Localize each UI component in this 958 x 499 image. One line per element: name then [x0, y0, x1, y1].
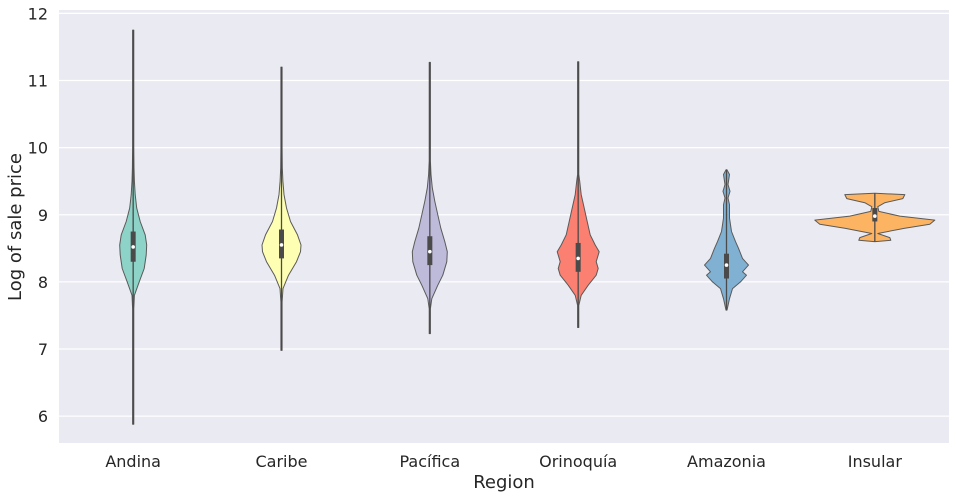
- x-tick-label: Orinoquía: [539, 452, 617, 471]
- y-tick-label: 12: [28, 4, 48, 23]
- violins: [119, 29, 936, 425]
- y-tick-label: 8: [38, 273, 48, 292]
- y-tick-label: 6: [38, 407, 48, 426]
- x-tick-labels: Andina Caribe Pacífica Orinoquía Amazonia Ins…: [105, 452, 902, 471]
- y-tick-labels: 6 7 8 9 10 11 12: [28, 4, 48, 426]
- y-tick-label: 10: [28, 139, 48, 158]
- x-tick-label: Insular: [848, 452, 903, 471]
- y-axis-title: Log of sale price: [5, 153, 26, 301]
- violin-2: [261, 66, 302, 351]
- x-tick-label: Amazonia: [687, 452, 766, 471]
- y-tick-label: 11: [28, 71, 48, 90]
- y-tick-label: 9: [38, 206, 48, 225]
- grid-lines: [59, 12, 949, 417]
- violin-1: [119, 29, 148, 425]
- violin-median: [279, 243, 284, 247]
- violin-median: [724, 263, 729, 267]
- x-axis-title: Region: [473, 472, 535, 493]
- violin-median: [428, 249, 432, 254]
- violin-3: [411, 61, 448, 335]
- x-tick-label: Caribe: [256, 452, 308, 471]
- x-tick-label: Pacífica: [400, 452, 461, 471]
- y-tick-label: 7: [38, 340, 48, 359]
- plot-background: [59, 10, 949, 443]
- violin-4: [556, 61, 600, 328]
- violin-median: [873, 214, 877, 218]
- violin-median: [576, 256, 580, 261]
- x-tick-label: Andina: [105, 452, 161, 471]
- violin-5: [704, 169, 749, 311]
- violin-median: [131, 245, 135, 249]
- violin-6: [814, 192, 936, 243]
